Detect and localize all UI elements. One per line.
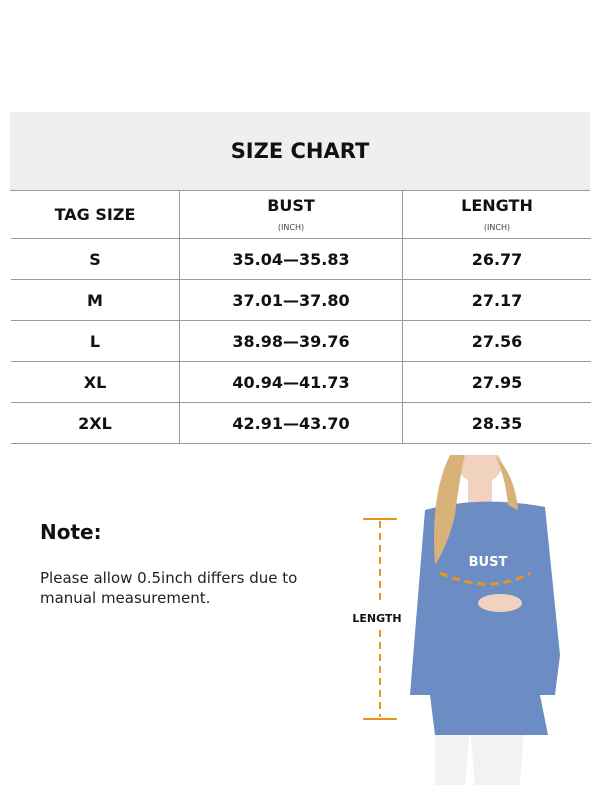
table-row: L 38.98—39.76 27.56 (11, 320, 591, 362)
hand-shape (478, 594, 522, 612)
col-unit: (INCH) (483, 223, 511, 232)
table-row: XL 40.94—41.73 27.95 (11, 361, 591, 403)
col-length: LENGTH (INCH) (402, 190, 591, 239)
cell-size: S (11, 238, 180, 280)
cell-bust: 35.04—35.83 (179, 238, 403, 280)
cell-bust: 42.91—43.70 (179, 402, 403, 444)
bust-measure-line (439, 571, 531, 586)
hair-shape (495, 455, 518, 510)
size-table: TAG SIZE BUST (INCH) LENGTH (INCH) S 35.04—… (11, 190, 591, 444)
table-row: 2XL 42.91—43.70 28.35 (11, 402, 591, 444)
cell-bust: 40.94—41.73 (179, 361, 403, 403)
cell-size: M (11, 279, 180, 321)
col-tag-size: TAG SIZE (11, 190, 180, 239)
cell-size: L (11, 320, 180, 362)
cell-bust: 37.01—37.80 (179, 279, 403, 321)
sweater-shape (410, 501, 560, 735)
cell-length: 27.56 (402, 320, 591, 362)
length-label: LENGTH (352, 612, 401, 625)
table-row: M 37.01—37.80 27.17 (11, 279, 591, 321)
cell-length: 28.35 (402, 402, 591, 444)
col-label: TAG SIZE (54, 204, 136, 224)
cell-size: XL (11, 361, 180, 403)
model-figure: BUST LENGTH (352, 455, 560, 785)
neck-shape (468, 475, 492, 505)
size-chart-title: SIZE CHART (10, 112, 590, 191)
cell-bust: 38.98—39.76 (179, 320, 403, 362)
table-row: S 35.04—35.83 26.77 (11, 238, 591, 280)
cell-length: 27.95 (402, 361, 591, 403)
col-unit: (INCH) (277, 223, 305, 232)
col-label: BUST (267, 196, 315, 215)
cell-length: 26.77 (402, 238, 591, 280)
note-text: Please allow 0.5inch differs due to manu… (40, 569, 298, 607)
col-label: LENGTH (461, 196, 533, 215)
table-header-row: TAG SIZE BUST (INCH) LENGTH (INCH) (11, 190, 591, 239)
bust-label: BUST (469, 555, 508, 570)
hair-shape (434, 455, 465, 565)
note-title: Note: (40, 520, 102, 544)
cell-length: 27.17 (402, 279, 591, 321)
col-bust: BUST (INCH) (179, 190, 403, 239)
cell-size: 2XL (11, 402, 180, 444)
